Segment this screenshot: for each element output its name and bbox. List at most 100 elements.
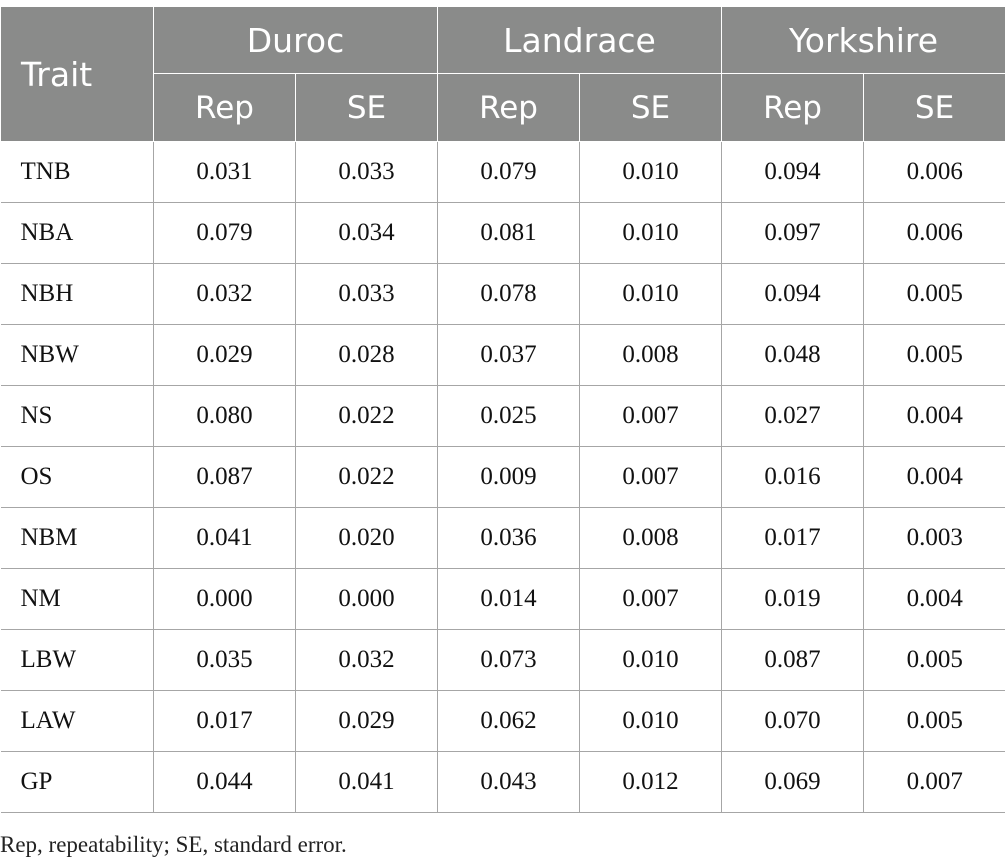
rep-value-cell: 0.031 [153, 141, 296, 203]
table-body: TNB 0.031 0.033 0.079 0.010 0.094 0.006 NBA 0.07… [0, 141, 1005, 813]
trait-cell: OS [0, 446, 154, 508]
rep-value-cell: 0.044 [153, 751, 296, 813]
rep-value-cell: 0.035 [153, 629, 296, 691]
se-value-cell: 0.022 [295, 385, 439, 447]
subheader-se: SE [579, 73, 723, 142]
subheader-se: SE [863, 73, 1005, 142]
table-row: NBA 0.079 0.034 0.081 0.010 0.097 0.006 [0, 202, 1005, 264]
trait-cell: LBW [0, 629, 154, 691]
se-value-cell: 0.034 [295, 202, 439, 264]
se-value-cell: 0.033 [295, 263, 439, 325]
se-value-cell: 0.010 [579, 263, 723, 325]
subheader-rep: Rep [437, 73, 581, 142]
se-value-cell: 0.005 [863, 324, 1005, 386]
rep-value-cell: 0.019 [721, 568, 865, 630]
se-value-cell: 0.008 [579, 324, 723, 386]
table-row: NS 0.080 0.022 0.025 0.007 0.027 0.004 [0, 385, 1005, 447]
se-value-cell: 0.007 [579, 385, 723, 447]
se-value-cell: 0.010 [579, 629, 723, 691]
table-row: GP 0.044 0.041 0.043 0.012 0.069 0.007 [0, 751, 1005, 813]
rep-value-cell: 0.081 [437, 202, 581, 264]
table-row: LAW 0.017 0.029 0.062 0.010 0.070 0.005 [0, 690, 1005, 752]
rep-value-cell: 0.069 [721, 751, 865, 813]
se-value-cell: 0.022 [295, 446, 439, 508]
rep-value-cell: 0.097 [721, 202, 865, 264]
rep-value-cell: 0.073 [437, 629, 581, 691]
rep-value-cell: 0.079 [153, 202, 296, 264]
se-value-cell: 0.010 [579, 202, 723, 264]
table-footnote: Rep, repeatability; SE, standard error. [0, 832, 347, 857]
rep-value-cell: 0.079 [437, 141, 581, 203]
se-value-cell: 0.007 [579, 568, 723, 630]
rep-value-cell: 0.000 [153, 568, 296, 630]
se-value-cell: 0.004 [863, 385, 1005, 447]
breed-header-landrace: Landrace [437, 6, 723, 74]
se-value-cell: 0.007 [579, 446, 723, 508]
table-row: TNB 0.031 0.033 0.079 0.010 0.094 0.006 [0, 141, 1005, 203]
se-value-cell: 0.010 [579, 141, 723, 203]
rep-value-cell: 0.025 [437, 385, 581, 447]
trait-cell: NBW [0, 324, 154, 386]
rep-value-cell: 0.048 [721, 324, 865, 386]
se-value-cell: 0.006 [863, 141, 1005, 203]
table-row: NBW 0.029 0.028 0.037 0.008 0.048 0.005 [0, 324, 1005, 386]
se-value-cell: 0.029 [295, 690, 439, 752]
table-row: OS 0.087 0.022 0.009 0.007 0.016 0.004 [0, 446, 1005, 508]
trait-cell: NS [0, 385, 154, 447]
subheader-rep: Rep [721, 73, 865, 142]
header-row-breeds: Trait Duroc Landrace Yorkshire [0, 6, 1005, 142]
rep-value-cell: 0.037 [437, 324, 581, 386]
rep-value-cell: 0.036 [437, 507, 581, 569]
trait-cell: NBA [0, 202, 154, 264]
table-row: NBH 0.032 0.033 0.078 0.010 0.094 0.005 [0, 263, 1005, 325]
se-value-cell: 0.003 [863, 507, 1005, 569]
se-value-cell: 0.007 [863, 751, 1005, 813]
se-value-cell: 0.020 [295, 507, 439, 569]
trait-column-header: Trait [0, 6, 154, 142]
se-value-cell: 0.006 [863, 202, 1005, 264]
trait-cell: TNB [0, 141, 154, 203]
rep-value-cell: 0.078 [437, 263, 581, 325]
rep-value-cell: 0.080 [153, 385, 296, 447]
rep-value-cell: 0.017 [721, 507, 865, 569]
table-row: LBW 0.035 0.032 0.073 0.010 0.087 0.005 [0, 629, 1005, 691]
repeatability-table: Trait Duroc Landrace Yorkshire Rep SE Re… [0, 6, 1005, 813]
rep-value-cell: 0.062 [437, 690, 581, 752]
se-value-cell: 0.032 [295, 629, 439, 691]
se-value-cell: 0.028 [295, 324, 439, 386]
rep-value-cell: 0.009 [437, 446, 581, 508]
se-value-cell: 0.005 [863, 690, 1005, 752]
rep-value-cell: 0.016 [721, 446, 865, 508]
table-row: NBM 0.041 0.020 0.036 0.008 0.017 0.003 [0, 507, 1005, 569]
breed-header-yorkshire: Yorkshire [721, 6, 1005, 74]
trait-cell: NBH [0, 263, 154, 325]
rep-value-cell: 0.017 [153, 690, 296, 752]
trait-cell: NM [0, 568, 154, 630]
breed-header-duroc: Duroc [152, 6, 439, 74]
se-value-cell: 0.005 [863, 263, 1005, 325]
se-value-cell: 0.004 [863, 568, 1005, 630]
rep-value-cell: 0.027 [721, 385, 865, 447]
trait-cell: LAW [0, 690, 154, 752]
se-value-cell: 0.010 [579, 690, 723, 752]
rep-value-cell: 0.014 [437, 568, 581, 630]
se-value-cell: 0.041 [295, 751, 439, 813]
se-value-cell: 0.008 [579, 507, 723, 569]
se-value-cell: 0.012 [579, 751, 723, 813]
trait-cell: GP [0, 751, 154, 813]
rep-value-cell: 0.087 [153, 446, 296, 508]
se-value-cell: 0.004 [863, 446, 1005, 508]
trait-cell: NBM [0, 507, 154, 569]
rep-value-cell: 0.043 [437, 751, 581, 813]
se-value-cell: 0.033 [295, 141, 439, 203]
rep-value-cell: 0.032 [153, 263, 296, 325]
header-row-measures: Rep SE Rep SE Rep SE [1, 73, 1005, 142]
rep-value-cell: 0.070 [721, 690, 865, 752]
table-row: NM 0.000 0.000 0.014 0.007 0.019 0.004 [0, 568, 1005, 630]
rep-value-cell: 0.094 [721, 263, 865, 325]
rep-value-cell: 0.041 [153, 507, 296, 569]
se-value-cell: 0.000 [295, 568, 439, 630]
rep-value-cell: 0.087 [721, 629, 865, 691]
se-value-cell: 0.005 [863, 629, 1005, 691]
subheader-se: SE [294, 73, 439, 142]
